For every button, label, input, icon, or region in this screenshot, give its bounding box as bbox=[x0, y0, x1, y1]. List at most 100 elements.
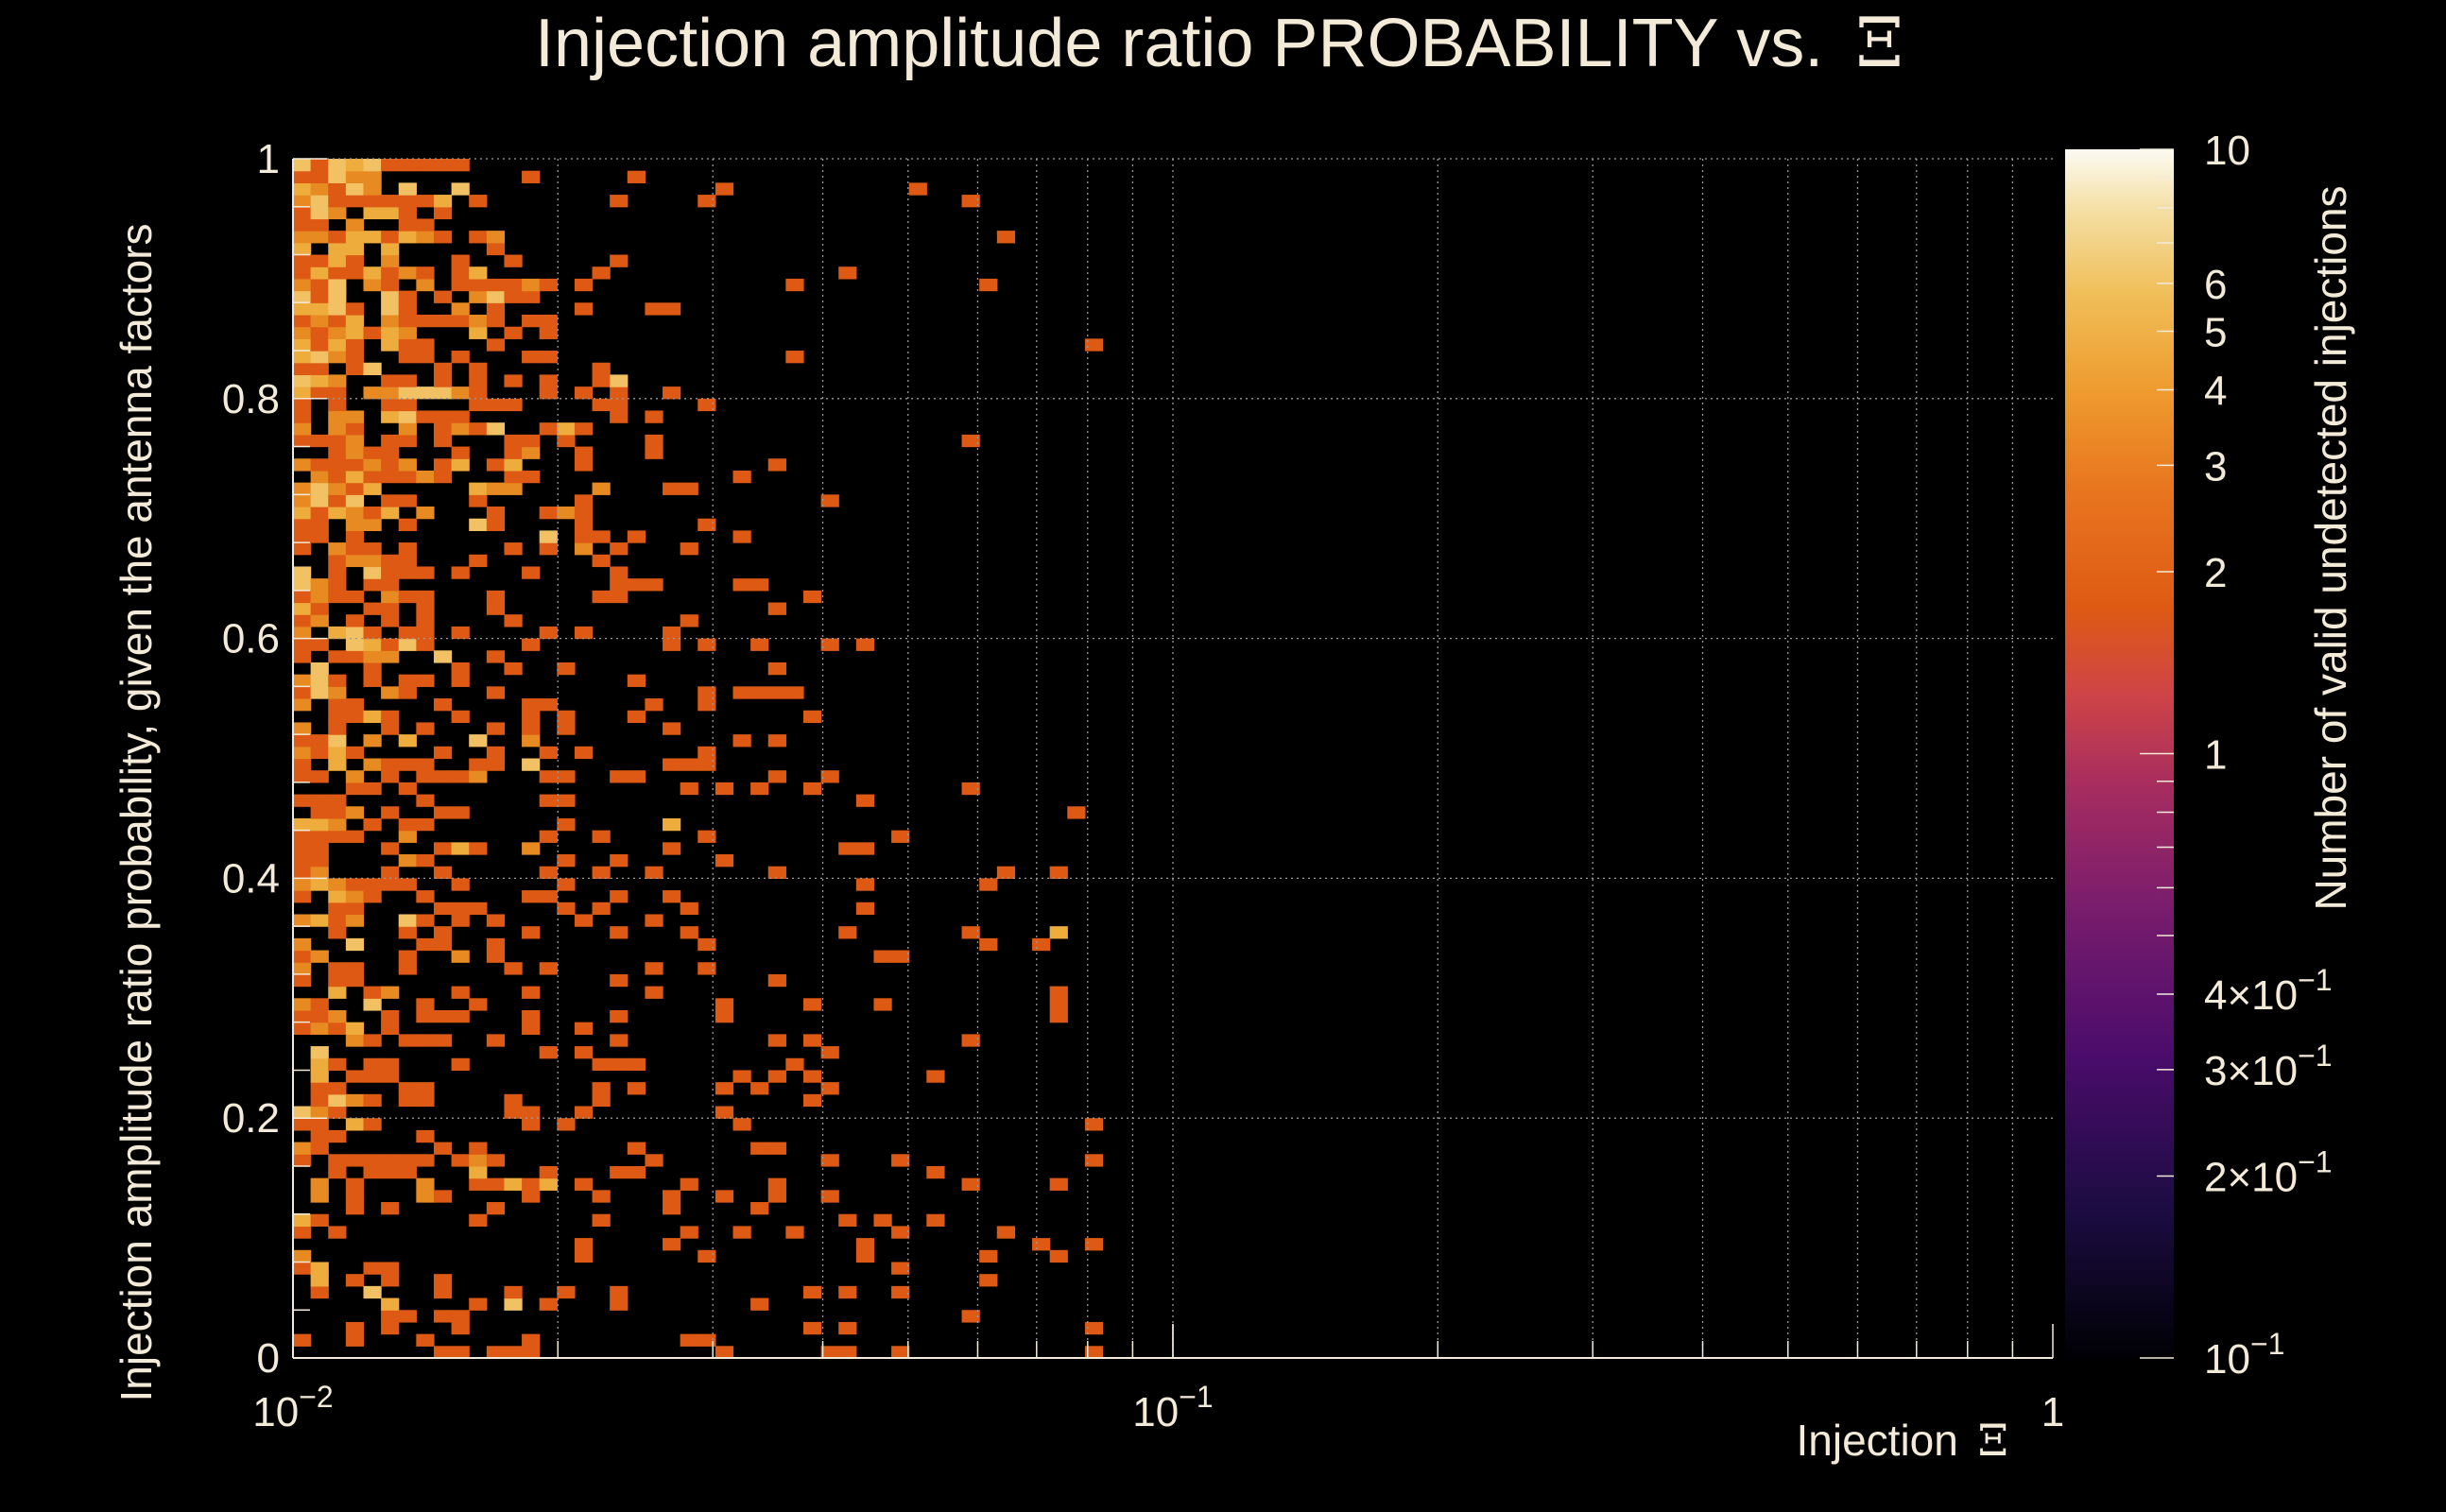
heatmap-cell bbox=[522, 1346, 541, 1359]
heatmap-cell bbox=[345, 482, 365, 495]
heatmap-cell bbox=[451, 950, 470, 963]
heatmap-cell bbox=[328, 734, 347, 747]
heatmap-cell bbox=[732, 1118, 751, 1131]
heatmap-cell bbox=[381, 578, 400, 592]
heatmap-cell bbox=[610, 542, 629, 556]
heatmap-cell bbox=[486, 937, 506, 952]
heatmap-cell bbox=[363, 734, 382, 747]
heatmap-cell bbox=[381, 434, 400, 448]
heatmap-cell bbox=[363, 206, 382, 220]
colorbar-tick-label: 10 bbox=[2204, 128, 2250, 174]
heatmap-cell bbox=[416, 507, 435, 520]
heatmap-cell bbox=[345, 554, 365, 568]
heatmap-cell bbox=[363, 817, 382, 832]
heatmap-cell bbox=[328, 206, 347, 220]
heatmap-cell bbox=[802, 998, 822, 1011]
x-tick-label: 10−1 bbox=[1132, 1380, 1213, 1435]
heatmap-cell bbox=[522, 722, 541, 735]
heatmap-cell bbox=[433, 290, 453, 303]
heatmap-cell bbox=[433, 470, 453, 484]
heatmap-cell bbox=[328, 902, 347, 916]
heatmap-cell bbox=[398, 1082, 417, 1095]
heatmap-cell bbox=[345, 1154, 365, 1167]
heatmap-cell bbox=[363, 231, 382, 244]
heatmap-cell bbox=[363, 662, 382, 676]
heatmap-cell bbox=[750, 1082, 769, 1095]
heatmap-cell bbox=[451, 878, 470, 891]
heatmap-cell bbox=[293, 734, 312, 747]
heatmap-cell bbox=[398, 518, 417, 531]
heatmap-cell bbox=[293, 817, 312, 832]
heatmap-cell bbox=[416, 890, 435, 903]
heatmap-cell bbox=[363, 446, 382, 459]
heatmap-cell bbox=[398, 470, 417, 484]
heatmap-cell bbox=[433, 902, 453, 916]
heatmap-cell bbox=[767, 1177, 786, 1191]
heatmap-cell bbox=[996, 1226, 1016, 1239]
heatmap-cell bbox=[293, 494, 312, 507]
heatmap-cell bbox=[293, 854, 312, 868]
heatmap-cell bbox=[451, 902, 470, 916]
heatmap-cell bbox=[293, 530, 312, 543]
heatmap-cell bbox=[663, 302, 681, 316]
heatmap-cell bbox=[627, 578, 646, 592]
heatmap-cell bbox=[293, 458, 312, 472]
heatmap-cell bbox=[363, 1057, 382, 1072]
heatmap-cell bbox=[469, 734, 488, 747]
heatmap-cell bbox=[961, 195, 980, 208]
heatmap-cell bbox=[381, 387, 400, 400]
heatmap-cell bbox=[522, 1333, 541, 1347]
heatmap-cell bbox=[328, 254, 347, 267]
heatmap-cell bbox=[381, 614, 400, 627]
heatmap-cell bbox=[381, 242, 400, 256]
heatmap-cell bbox=[820, 494, 839, 507]
heatmap-cell bbox=[345, 1274, 365, 1287]
heatmap-cell bbox=[610, 590, 629, 604]
heatmap-cell bbox=[310, 817, 329, 832]
heatmap-cell bbox=[293, 482, 312, 495]
heatmap-cell bbox=[732, 530, 751, 543]
heatmap-cell bbox=[398, 674, 417, 687]
heatmap-cell bbox=[293, 722, 312, 735]
heatmap-cell bbox=[310, 362, 329, 376]
heatmap-cell bbox=[645, 986, 663, 999]
heatmap-cell bbox=[398, 182, 417, 196]
heatmap-cell bbox=[310, 866, 329, 879]
heatmap-cell bbox=[522, 926, 541, 939]
heatmap-cell bbox=[539, 387, 558, 400]
grid-lines bbox=[293, 158, 2053, 1358]
heatmap-cell bbox=[522, 734, 541, 747]
heatmap-cell bbox=[522, 434, 541, 448]
heatmap-cell bbox=[610, 195, 629, 208]
heatmap-cell bbox=[398, 854, 417, 868]
heatmap-cell bbox=[557, 662, 576, 676]
heatmap-cell bbox=[1049, 926, 1068, 939]
heatmap-cell bbox=[328, 1165, 347, 1179]
heatmap-cell bbox=[451, 710, 470, 724]
heatmap-cell bbox=[522, 1106, 541, 1119]
heatmap-cell bbox=[345, 530, 365, 543]
heatmap-cell bbox=[293, 602, 312, 615]
heatmap-cell bbox=[645, 1154, 663, 1167]
heatmap-cell bbox=[433, 387, 453, 400]
heatmap-cell bbox=[293, 590, 312, 604]
heatmap-cell bbox=[345, 746, 365, 760]
heatmap-cell bbox=[680, 758, 698, 771]
colorbar-label: Number of valid undetected injections bbox=[2306, 185, 2355, 910]
heatmap-cell bbox=[328, 650, 347, 663]
heatmap-cell bbox=[328, 674, 347, 687]
heatmap-cell bbox=[433, 314, 453, 328]
heatmap-cell bbox=[398, 554, 417, 568]
heatmap-cell bbox=[328, 578, 347, 592]
heatmap-cell bbox=[486, 507, 506, 520]
heatmap-cell bbox=[381, 686, 400, 699]
heatmap-cell bbox=[592, 482, 611, 495]
heatmap-cell bbox=[328, 973, 347, 988]
heatmap-cell bbox=[433, 1274, 453, 1287]
heatmap-cell bbox=[398, 374, 417, 387]
heatmap-cell bbox=[293, 374, 312, 387]
heatmap-cell bbox=[328, 231, 347, 244]
heatmap-cell bbox=[345, 710, 365, 724]
heatmap-cell bbox=[451, 1321, 470, 1335]
heatmap-cell bbox=[310, 854, 329, 868]
